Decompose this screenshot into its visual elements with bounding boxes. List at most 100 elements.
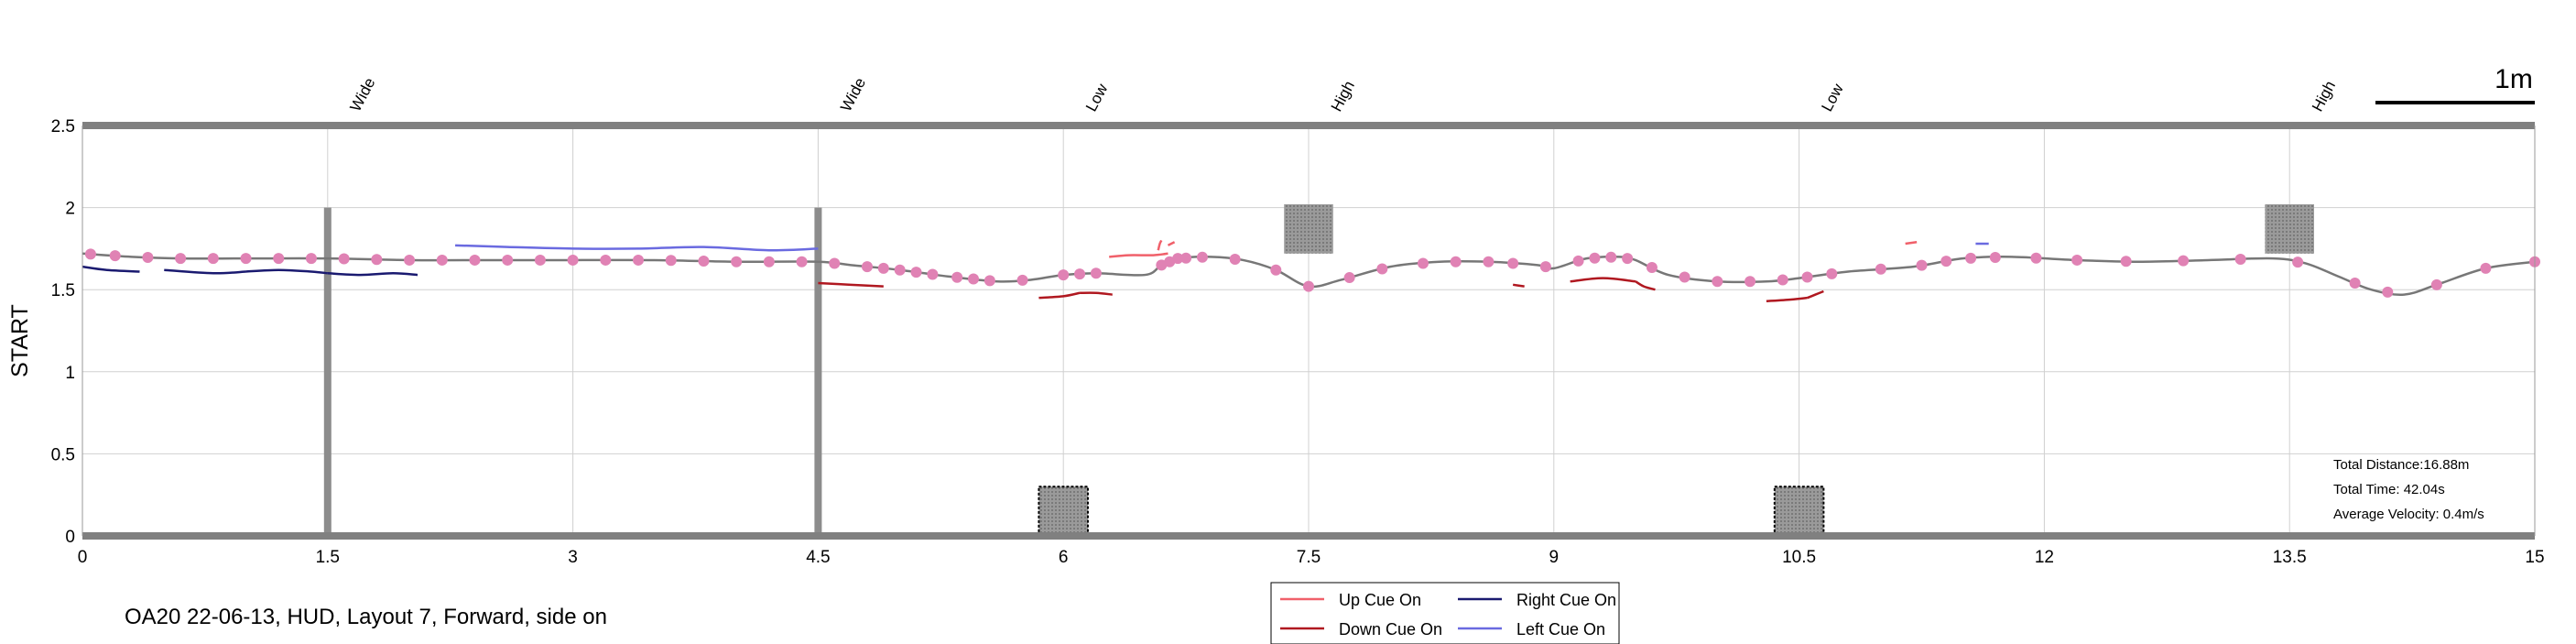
y-axis-label: START xyxy=(7,304,33,377)
path-marker xyxy=(1090,267,1102,279)
path-marker xyxy=(894,264,906,276)
grid xyxy=(82,125,2536,537)
x-tick-label: 1.5 xyxy=(316,548,340,567)
path-marker xyxy=(1940,256,1952,267)
path-marker xyxy=(1483,256,1495,267)
path-marker xyxy=(1826,267,1838,279)
path-marker xyxy=(2430,278,2442,290)
path-marker xyxy=(763,256,775,267)
path-marker xyxy=(1965,252,1977,264)
y-tick-label: 2 xyxy=(65,200,75,219)
path-marker xyxy=(1646,262,1658,274)
obstacle-label: Low xyxy=(1818,81,1847,115)
axes-frame xyxy=(82,122,2536,540)
obstacle-label: Wide xyxy=(837,75,869,115)
obstacle-label: Wide xyxy=(347,75,379,115)
path-marker xyxy=(2480,262,2492,274)
path-marker xyxy=(927,268,939,280)
path-marker xyxy=(861,261,873,273)
average-velocity: Average Velocity: 0.4m/s xyxy=(2333,507,2484,522)
path-marker xyxy=(1745,276,1756,288)
path-marker xyxy=(305,253,317,265)
path-marker xyxy=(600,254,612,266)
obstacles xyxy=(323,204,2314,537)
right-cue-line xyxy=(245,268,328,275)
path-marker xyxy=(273,253,285,265)
down-cue-line xyxy=(1570,277,1636,283)
obstacle-labels: Wide Wide Low High Low High xyxy=(347,75,2340,115)
down-cue-line xyxy=(1080,291,1113,296)
path-marker xyxy=(1572,255,1584,267)
obstacle-label: High xyxy=(2309,78,2339,115)
path xyxy=(82,252,2536,296)
wide-obstacle-bar xyxy=(814,207,822,536)
path-marker xyxy=(84,248,96,260)
x-tick-label: 15 xyxy=(2525,548,2544,567)
scale-bar-label: 1m xyxy=(2494,64,2533,94)
markers xyxy=(84,248,2540,298)
path-marker xyxy=(2120,256,2132,267)
path-marker xyxy=(1539,261,1551,273)
left-cue-line xyxy=(455,244,819,252)
path-marker xyxy=(1303,280,1314,292)
y-tick-label: 0.5 xyxy=(51,445,75,464)
path-marker xyxy=(2382,286,2394,298)
chart-caption: OA20 22-06-13, HUD, Layout 7, Forward, s… xyxy=(125,605,607,629)
path-marker xyxy=(142,251,154,263)
x-tick-label: 0 xyxy=(78,548,88,567)
path-marker xyxy=(1172,253,1184,265)
path-marker xyxy=(175,253,187,265)
down-cue-line xyxy=(1635,280,1656,291)
stats-box: Total Distance:16.88m Total Time: 42.04s… xyxy=(2333,457,2484,522)
right-cue-line xyxy=(82,265,140,273)
path-marker xyxy=(1229,254,1241,266)
path-marker xyxy=(240,253,252,265)
trajectory-line xyxy=(82,252,2536,296)
path-marker xyxy=(731,256,743,267)
high-obstacle-box xyxy=(1284,204,1333,254)
low-obstacle-box xyxy=(1038,486,1089,537)
scale-bar: 1m xyxy=(2375,64,2535,104)
path-marker xyxy=(2292,257,2304,268)
path-marker xyxy=(829,257,841,269)
path-marker xyxy=(2071,254,2083,266)
path-marker xyxy=(1712,276,1723,288)
path-marker xyxy=(2349,278,2361,289)
down-cue-line xyxy=(1766,296,1808,302)
path-marker xyxy=(1270,264,1282,276)
path-marker xyxy=(665,255,677,267)
y-tick-label: 1.5 xyxy=(51,281,75,300)
path-marker xyxy=(469,254,481,266)
y-tick-label: 0 xyxy=(65,528,75,547)
path-marker xyxy=(1417,257,1429,269)
legend-label-left: Left Cue On xyxy=(1516,620,1605,639)
path-marker xyxy=(1605,251,1617,263)
x-tick-label: 3 xyxy=(568,548,578,567)
total-distance: Total Distance:16.88m xyxy=(2333,457,2469,473)
legend: Up Cue On Right Cue On Down Cue On Left … xyxy=(1270,582,1620,644)
path-marker xyxy=(2234,254,2246,266)
path-marker xyxy=(502,254,514,266)
path-marker xyxy=(951,271,963,283)
path-marker xyxy=(109,250,121,262)
legend-label-right: Right Cue On xyxy=(1516,591,1616,609)
x-tick-label: 10.5 xyxy=(1782,548,1816,567)
path-marker xyxy=(1875,263,1886,275)
path-marker xyxy=(698,256,710,267)
x-tick-label: 6 xyxy=(1059,548,1069,567)
path-marker xyxy=(534,254,546,266)
path-marker xyxy=(877,262,889,274)
path-marker xyxy=(207,253,219,265)
y-tick-label: 1 xyxy=(65,364,75,383)
legend-box xyxy=(1270,582,1620,644)
ticks: 0 1.5 3 4.5 6 7.5 9 10.5 12 13.5 15 0 0.5 1 1.5 2 2.5 xyxy=(51,117,2545,567)
path-marker xyxy=(404,254,416,266)
down-cue-line xyxy=(1807,289,1824,300)
y-tick-label: 2.5 xyxy=(51,117,75,136)
path-marker xyxy=(1376,263,1388,275)
path-marker xyxy=(1074,268,1086,280)
bottom-frame-bar xyxy=(82,532,2535,540)
low-obstacle-box xyxy=(1773,486,1825,537)
path-marker xyxy=(1622,253,1634,265)
path-marker xyxy=(910,267,922,278)
